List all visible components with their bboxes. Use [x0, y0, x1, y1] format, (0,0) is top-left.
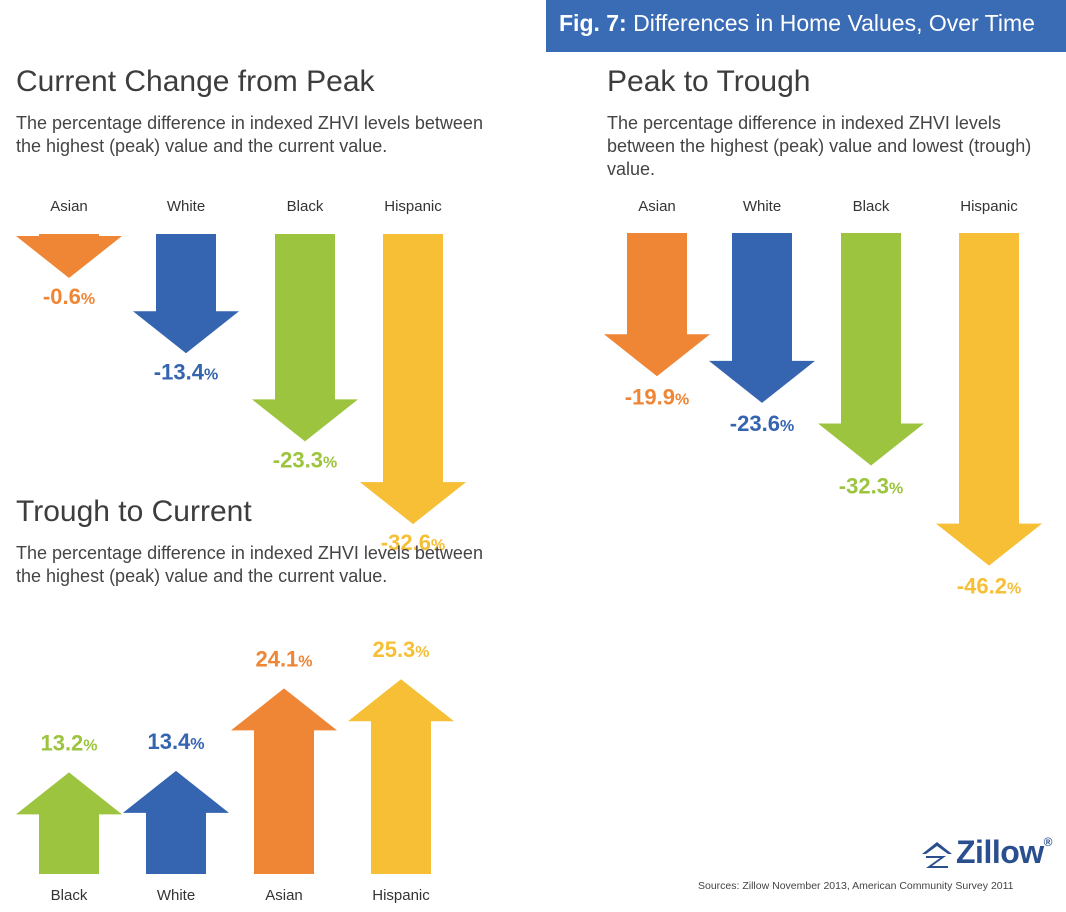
- panel-description: The percentage difference in indexed ZHV…: [16, 113, 483, 156]
- arrow-bar-hispanic: [348, 679, 454, 874]
- value-label-white: 13.4%: [147, 729, 204, 754]
- panel-trough-to-current: Trough to Current The percentage differe…: [16, 494, 486, 588]
- zillow-wordmark: Zillow®: [956, 832, 1053, 872]
- arrow-bar-white: [123, 770, 229, 874]
- category-label-white: White: [167, 198, 205, 215]
- value-label-black: -23.3%: [273, 447, 337, 472]
- value-label-white: -13.4%: [154, 359, 218, 384]
- category-label-black: Black: [287, 198, 324, 215]
- panel-title: Peak to Trough: [607, 65, 811, 98]
- panel-description: The percentage difference in indexed ZHV…: [16, 543, 483, 586]
- category-label-asian: Asian: [638, 198, 676, 215]
- value-label-asian: 24.1%: [255, 646, 312, 671]
- panel-description: The percentage difference in indexed ZHV…: [607, 113, 1032, 179]
- arrow-bar-black: [818, 233, 924, 466]
- zillow-house-icon: [922, 842, 952, 868]
- source-note: Sources: Zillow November 2013, American …: [698, 880, 1014, 892]
- value-label-asian: -0.6%: [43, 284, 95, 309]
- chart-trough-to-current: Black 13.2% White 13.4% Asian 24.1% Hispanic 25…: [16, 637, 454, 904]
- arrow-bar-asian: [231, 688, 337, 874]
- category-label-black: Black: [51, 887, 88, 904]
- value-label-hispanic: -46.2%: [957, 574, 1021, 599]
- logo-text: Zillow: [956, 834, 1044, 870]
- value-label-hispanic: 25.3%: [372, 637, 429, 662]
- arrow-bar-black: [252, 234, 358, 442]
- value-label-white: -23.6%: [730, 411, 794, 436]
- registered-mark: ®: [1043, 835, 1053, 849]
- value-label-black: -32.3%: [839, 474, 903, 499]
- category-label-asian: Asian: [265, 887, 303, 904]
- chart-peak-to-trough: Asian -19.9% White -23.6% Black -32.3% Hispani…: [604, 198, 1042, 599]
- figure-label: Fig. 7:: [559, 10, 627, 36]
- arrow-bar-hispanic: [936, 233, 1042, 566]
- category-label-hispanic: Hispanic: [384, 198, 442, 215]
- arrow-bar-black: [16, 772, 122, 874]
- category-label-white: White: [157, 887, 195, 904]
- category-label-white: White: [743, 198, 781, 215]
- panel-peak-to-trough: Peak to Trough The percentage difference…: [607, 64, 1057, 181]
- value-label-black: 13.2%: [40, 730, 97, 755]
- panel-current-from-peak: Current Change from Peak The percentage …: [16, 64, 486, 158]
- category-label-black: Black: [853, 198, 890, 215]
- panel-title: Trough to Current: [16, 495, 252, 528]
- arrow-bar-asian: [16, 234, 122, 278]
- arrow-bar-asian: [604, 233, 710, 377]
- category-label-hispanic: Hispanic: [372, 887, 430, 904]
- value-label-hispanic: -32.6%: [381, 530, 445, 555]
- chart-current-from-peak: Asian -0.6% White -13.4% Black -23.3% Hispanic…: [16, 198, 466, 555]
- figure-title-banner: Fig. 7: Differences in Home Values, Over…: [546, 0, 1066, 52]
- category-label-asian: Asian: [50, 198, 88, 215]
- zillow-logo: Zillow®: [920, 832, 1060, 872]
- figure-title: Differences in Home Values, Over Time: [633, 10, 1035, 36]
- arrow-bar-white: [709, 233, 815, 403]
- arrow-bar-hispanic: [360, 234, 466, 525]
- arrow-bar-white: [133, 234, 239, 354]
- value-label-asian: -19.9%: [625, 384, 689, 409]
- category-label-hispanic: Hispanic: [960, 198, 1018, 215]
- panel-title: Current Change from Peak: [16, 65, 375, 98]
